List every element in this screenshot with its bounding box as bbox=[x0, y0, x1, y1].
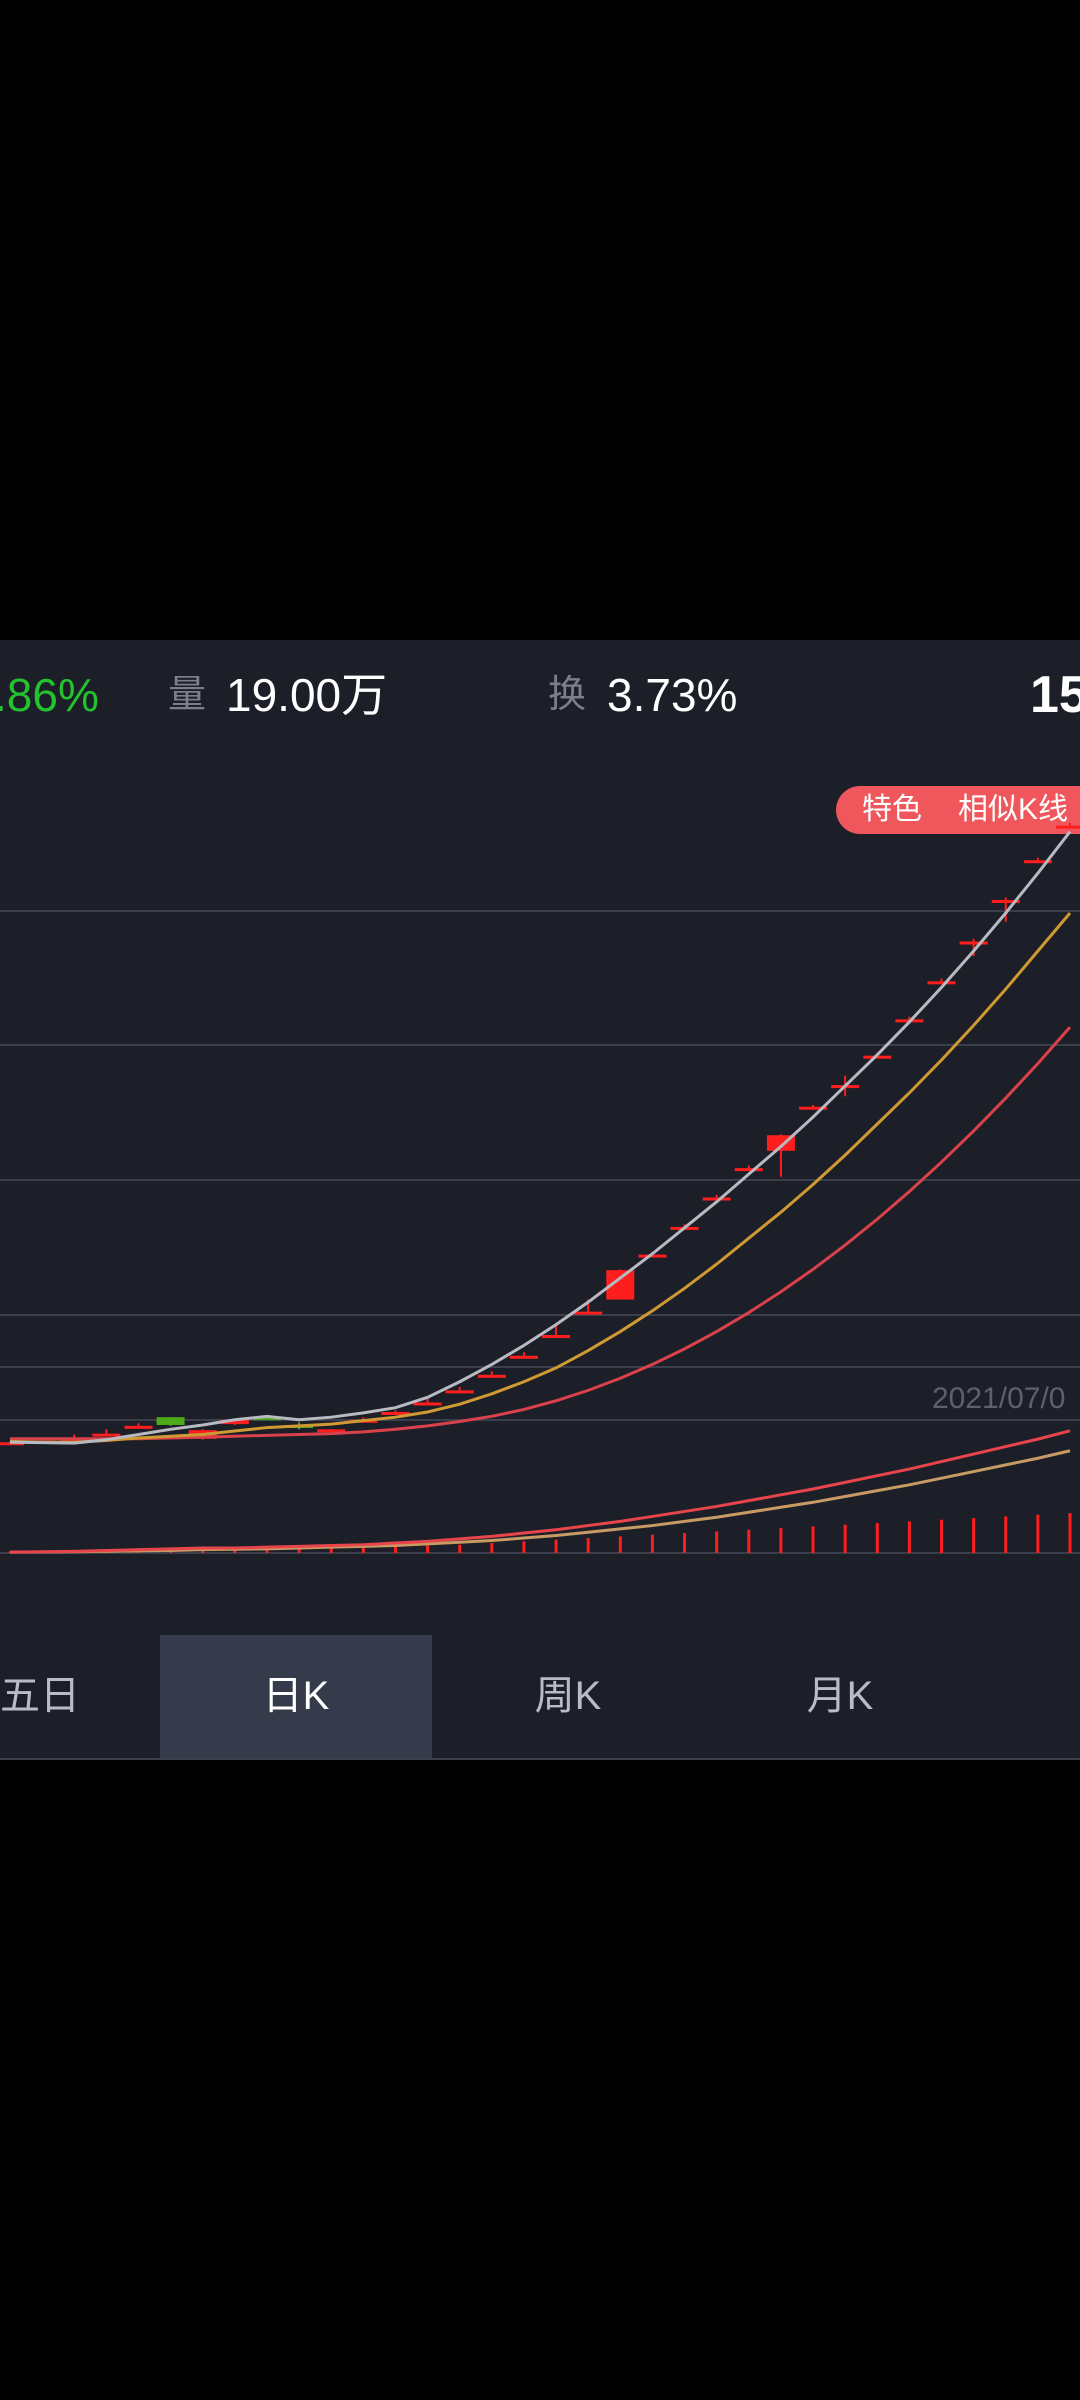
stock-chart-panel: .86% 量 19.00万 换 3.73% 15 特色 相似K线 2021/07… bbox=[0, 640, 1080, 1760]
tab-daily-k[interactable]: 日K bbox=[160, 1635, 432, 1758]
volume-ma1-line bbox=[9, 1429, 1071, 1554]
ma-long-line bbox=[10, 1026, 1072, 1441]
ma-mid-line bbox=[9, 912, 1072, 1444]
period-tabbar: 五日 日K 周K 月K bbox=[0, 1635, 1080, 1760]
candle-body bbox=[799, 1106, 828, 1110]
volume-average-lines bbox=[9, 1429, 1071, 1554]
candle-body bbox=[574, 1311, 603, 1315]
candle-body bbox=[734, 1168, 763, 1172]
tab-monthly-k[interactable]: 月K bbox=[806, 1674, 874, 1718]
chart-grid bbox=[0, 910, 1080, 1554]
volume-bars bbox=[8, 1513, 1072, 1553]
candle-body bbox=[220, 1419, 249, 1425]
candle-body bbox=[317, 1429, 346, 1433]
candlestick-series bbox=[0, 823, 1080, 1446]
candle-body bbox=[156, 1417, 185, 1425]
volume-ma2-line bbox=[9, 1449, 1071, 1554]
candle-body bbox=[252, 1417, 281, 1421]
candle-body bbox=[477, 1374, 506, 1378]
candle-body bbox=[413, 1402, 442, 1406]
turnover-label: 换 bbox=[548, 674, 587, 716]
feature-badge[interactable]: 特色 相似K线 bbox=[836, 786, 1080, 834]
candle-body bbox=[959, 941, 988, 945]
candle-body bbox=[638, 1254, 667, 1258]
moving-average-lines bbox=[9, 830, 1072, 1445]
candle-body bbox=[542, 1335, 571, 1339]
candle-body bbox=[991, 900, 1020, 903]
tabbar-divider bbox=[0, 1758, 1080, 1760]
candle-body bbox=[1023, 860, 1052, 864]
kline-chart[interactable] bbox=[0, 780, 1080, 1640]
candle-body bbox=[1056, 825, 1080, 829]
candle-body bbox=[702, 1197, 731, 1201]
tab-weekly-k[interactable]: 周K bbox=[534, 1674, 602, 1718]
candle-body bbox=[92, 1433, 121, 1437]
candle-body bbox=[509, 1355, 538, 1359]
candle-body bbox=[927, 981, 956, 985]
volume-value: 19.00万 bbox=[226, 669, 388, 721]
similar-kline-button[interactable]: 相似K线 bbox=[958, 793, 1069, 826]
candle-body bbox=[445, 1390, 474, 1394]
candle-body bbox=[863, 1055, 892, 1059]
feature-label[interactable]: 特色 bbox=[862, 793, 922, 826]
volume-label: 量 bbox=[168, 674, 207, 716]
turnover-value: 3.73% bbox=[607, 669, 738, 721]
price-value: 15 bbox=[1030, 666, 1080, 724]
ma-short-line bbox=[9, 830, 1072, 1445]
candle-body bbox=[124, 1425, 153, 1429]
tab-five-day[interactable]: 五日 bbox=[0, 1674, 80, 1718]
candle-body bbox=[381, 1412, 410, 1415]
date-label: 2021/07/0 bbox=[932, 1382, 1066, 1415]
change-percent: .86% bbox=[0, 669, 99, 721]
